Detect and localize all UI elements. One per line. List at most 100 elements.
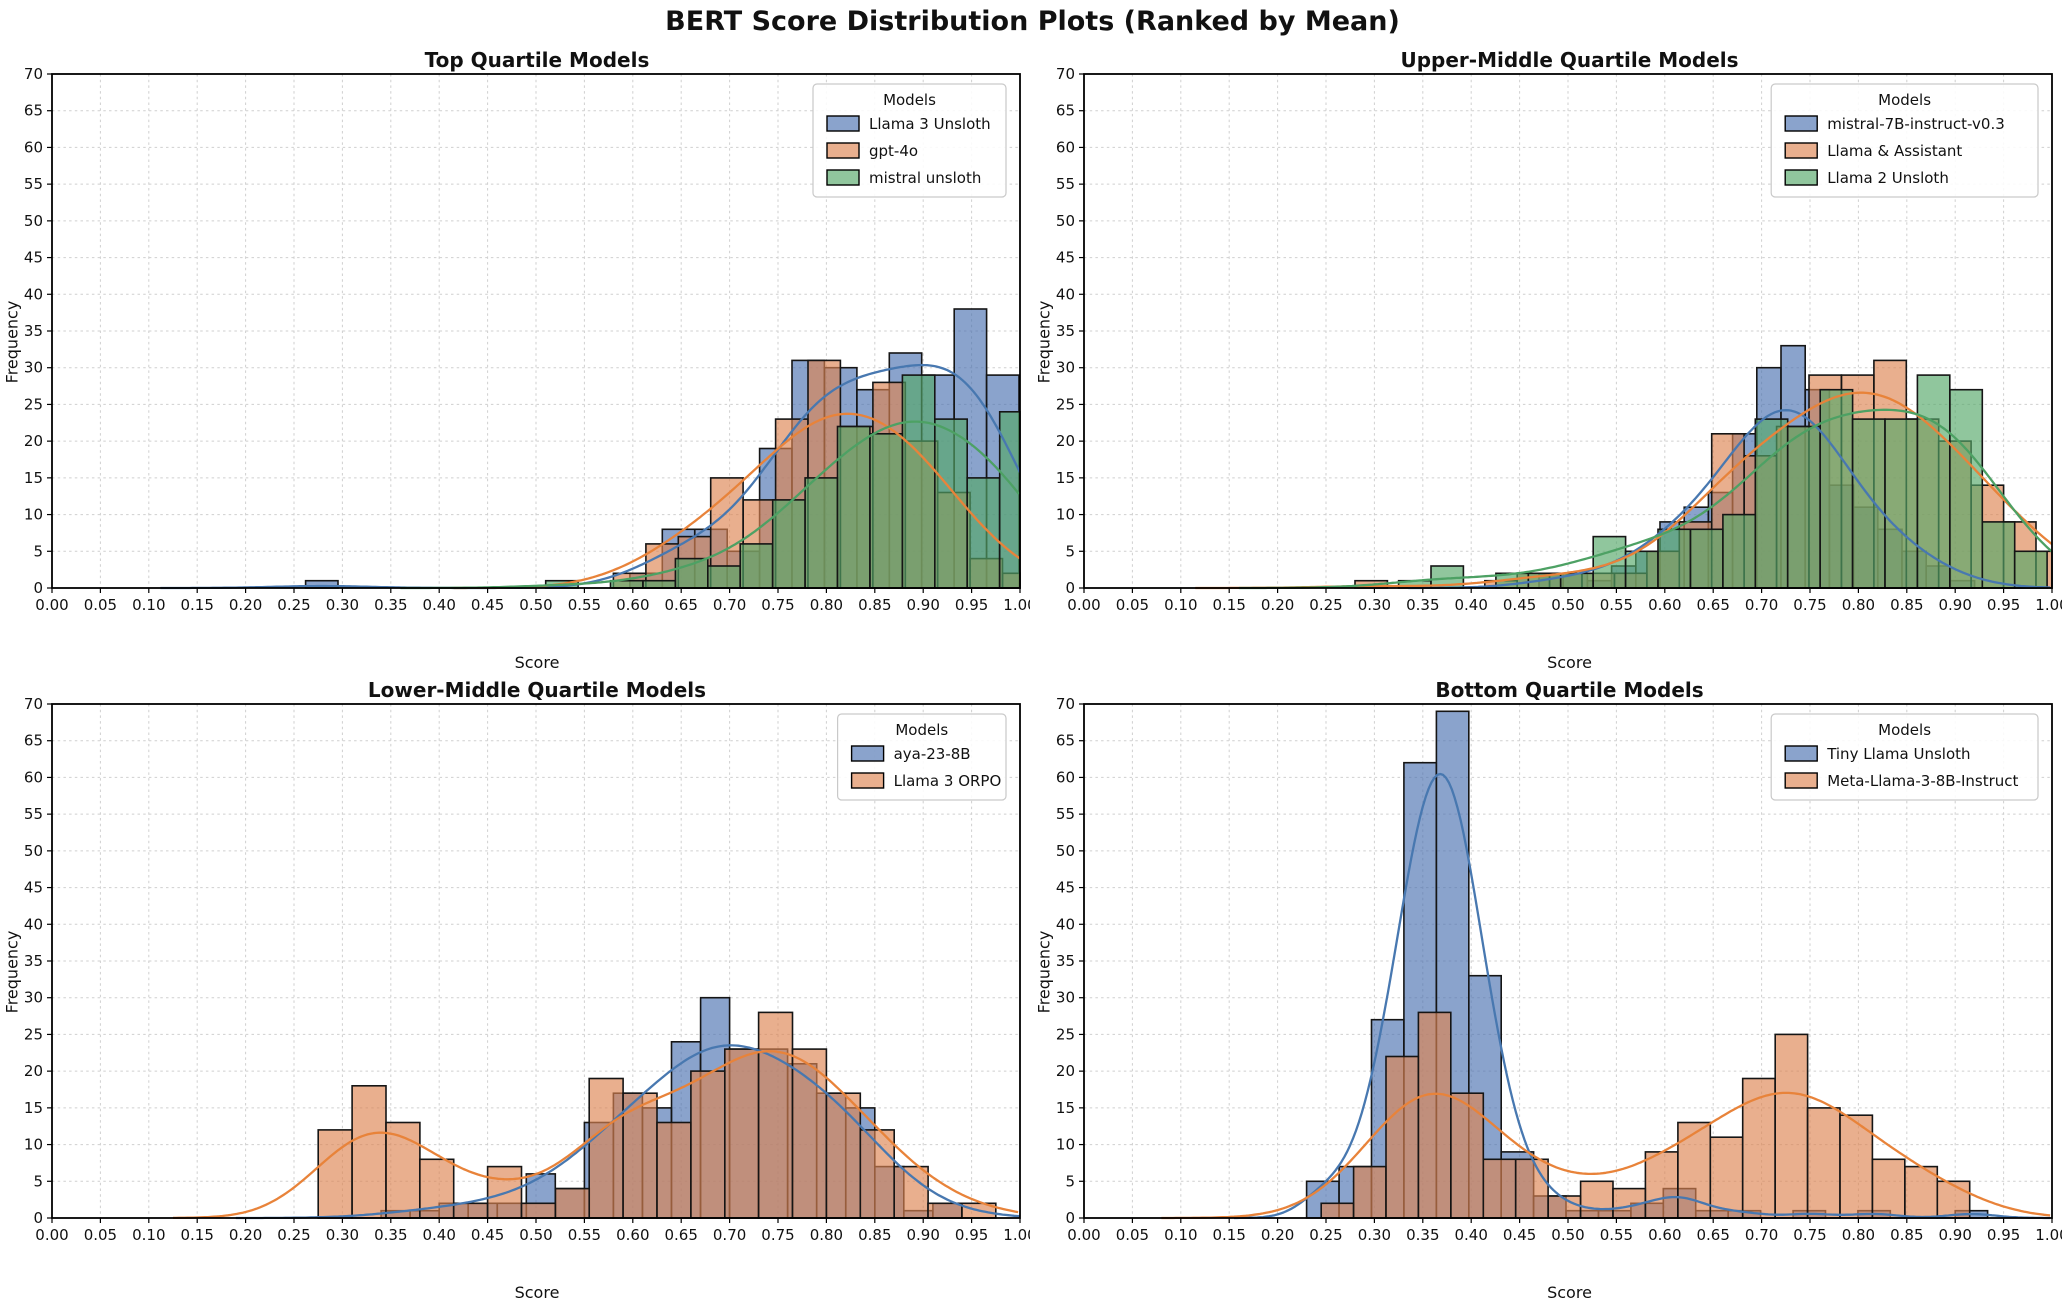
x-tick-label: 0.20 bbox=[229, 596, 262, 614]
x-tick-label: 0.70 bbox=[1745, 596, 1778, 614]
histogram-bar bbox=[933, 418, 968, 589]
histogram-bar bbox=[804, 477, 839, 589]
x-tick-label: 0.00 bbox=[1067, 596, 1100, 614]
x-tick-label: 0.80 bbox=[1842, 596, 1875, 614]
y-tick-label: 10 bbox=[1056, 1136, 1075, 1154]
histogram-bar bbox=[1657, 528, 1692, 589]
y-tick-label: 10 bbox=[24, 1136, 43, 1154]
histogram-bar bbox=[901, 374, 936, 589]
x-tick-label: 0.40 bbox=[422, 1226, 455, 1244]
y-tick-label: 50 bbox=[1056, 212, 1075, 230]
x-tick-label: 0.25 bbox=[1309, 1226, 1342, 1244]
y-tick-label: 40 bbox=[1056, 285, 1075, 303]
kde-curve bbox=[1238, 408, 2053, 590]
plot-canvas-lower-middle-quartile: 0.00 0.05 0.10 0.15 0.20 0.25 0.30 0.35 0.40 0.45… bbox=[24, 695, 1030, 1244]
y-tick-label: 60 bbox=[1056, 138, 1075, 156]
x-tick-label: 0.85 bbox=[858, 1226, 891, 1244]
x-tick-label: 0.50 bbox=[1551, 596, 1584, 614]
x-tick-label: 0.75 bbox=[1793, 596, 1826, 614]
y-tick-label: 15 bbox=[1056, 469, 1075, 487]
x-tick-label: 0.90 bbox=[1938, 596, 1971, 614]
y-tick-label: 35 bbox=[24, 322, 43, 340]
x-tick-label: 0.35 bbox=[374, 596, 407, 614]
x-tick-label: 0.80 bbox=[810, 596, 843, 614]
y-tick-label: 50 bbox=[24, 842, 43, 860]
legend-label: Llama & Assistant bbox=[1827, 142, 1962, 160]
kde-curve bbox=[235, 1044, 1021, 1220]
x-tick-label: 0.15 bbox=[180, 596, 213, 614]
legend-label: Meta-Llama-3-8B-Instruct bbox=[1827, 772, 2018, 790]
histogram-bar bbox=[642, 579, 677, 589]
x-tick-label: 0.95 bbox=[955, 596, 988, 614]
x-tick-label: 0.85 bbox=[1890, 1226, 1923, 1244]
y-tick-label: 20 bbox=[1056, 1062, 1075, 1080]
subplot-grid: Top Quartile Models 0.00 0.05 0.10 0.15 0.20… bbox=[0, 46, 2065, 1306]
x-tick-label: 0.65 bbox=[664, 1226, 697, 1244]
histogram-bar bbox=[706, 565, 741, 589]
y-tick-label: 20 bbox=[1056, 432, 1075, 450]
x-tick-label: 0.80 bbox=[810, 1226, 843, 1244]
histogram-bar bbox=[836, 425, 871, 589]
x-tick-label: 0.00 bbox=[35, 596, 68, 614]
y-tick-label: 70 bbox=[1056, 695, 1075, 713]
x-tick-label: 0.60 bbox=[616, 1226, 649, 1244]
x-tick-label: 0.60 bbox=[1648, 1226, 1681, 1244]
x-tick-label: 0.20 bbox=[1261, 1226, 1294, 1244]
histogram-bar bbox=[1579, 1180, 1614, 1219]
x-tick-label: 1.00 bbox=[1003, 1226, 1030, 1244]
x-tick-label: 0.05 bbox=[1116, 1226, 1149, 1244]
x-tick-label: 0.75 bbox=[1793, 1226, 1826, 1244]
histogram-bar bbox=[893, 1165, 929, 1219]
x-tick-label: 0.10 bbox=[1164, 596, 1197, 614]
kde-curve bbox=[1234, 772, 2051, 1220]
y-tick-label: 20 bbox=[24, 1062, 43, 1080]
x-tick-label: 0.40 bbox=[1454, 1226, 1487, 1244]
x-tick-label: 0.90 bbox=[906, 596, 939, 614]
histogram-bar bbox=[1741, 1077, 1776, 1219]
x-tick-label: 0.65 bbox=[1696, 596, 1729, 614]
x-tick-label: 0.75 bbox=[761, 1226, 794, 1244]
x-tick-label: 0.45 bbox=[471, 1226, 504, 1244]
histogram-bar bbox=[1819, 388, 1854, 589]
subplot-upper-middle-quartile: Upper-Middle Quartile Models 0.00 0.05 0.1… bbox=[1032, 46, 2065, 676]
y-tick-label: 15 bbox=[24, 1099, 43, 1117]
x-tick-label: 0.90 bbox=[1938, 1226, 1971, 1244]
histogram-bar bbox=[1786, 425, 1821, 589]
y-tick-label: 35 bbox=[1056, 952, 1075, 970]
y-tick-label: 60 bbox=[24, 138, 43, 156]
legend-swatch bbox=[1784, 142, 1818, 159]
x-tick-label: 0.45 bbox=[471, 596, 504, 614]
legend: Models Tiny Llama Unsloth Meta-Llama-3-8B-… bbox=[1770, 713, 2039, 801]
legend-title: Models bbox=[1878, 721, 1931, 739]
kde-curve bbox=[1408, 409, 2051, 590]
legend-label: Llama 3 Unsloth bbox=[869, 115, 991, 133]
y-tick-label: 50 bbox=[24, 212, 43, 230]
x-tick-label: 0.55 bbox=[1600, 596, 1633, 614]
x-tick-label: 0.40 bbox=[1454, 596, 1487, 614]
x-tick-label: 1.00 bbox=[1003, 596, 1030, 614]
y-tick-label: 70 bbox=[24, 65, 43, 83]
y-tick-label: 30 bbox=[1056, 359, 1075, 377]
histogram-bar bbox=[825, 1092, 862, 1219]
x-tick-label: 1.00 bbox=[2035, 1226, 2062, 1244]
histogram-bar bbox=[1482, 1158, 1517, 1219]
y-tick-label: 35 bbox=[1056, 322, 1075, 340]
x-tick-label: 0.75 bbox=[761, 596, 794, 614]
x-tick-label: 0.15 bbox=[1212, 1226, 1245, 1244]
x-axis-label: Score bbox=[1547, 653, 1592, 672]
subplot-top-quartile: Top Quartile Models 0.00 0.05 0.10 0.15 0.20… bbox=[0, 46, 1032, 676]
histogram-bar bbox=[757, 1011, 794, 1219]
x-tick-label: 0.30 bbox=[1358, 596, 1391, 614]
legend: Models Llama 3 Unsloth gpt-4o mistral unslo… bbox=[812, 83, 1007, 198]
legend-swatch bbox=[1784, 169, 1818, 186]
x-tick-label: 0.10 bbox=[132, 1226, 165, 1244]
legend-swatch bbox=[826, 169, 860, 186]
x-tick-label: 0.35 bbox=[1406, 1226, 1439, 1244]
legend-swatch bbox=[1784, 772, 1818, 789]
x-tick-label: 0.25 bbox=[277, 596, 310, 614]
histogram-bar bbox=[1417, 1011, 1452, 1219]
histogram-bar bbox=[1839, 1114, 1874, 1219]
y-tick-label: 65 bbox=[24, 102, 43, 120]
legend-label: Llama 3 ORPO bbox=[894, 772, 1002, 790]
histogram-bar bbox=[1677, 1121, 1712, 1219]
